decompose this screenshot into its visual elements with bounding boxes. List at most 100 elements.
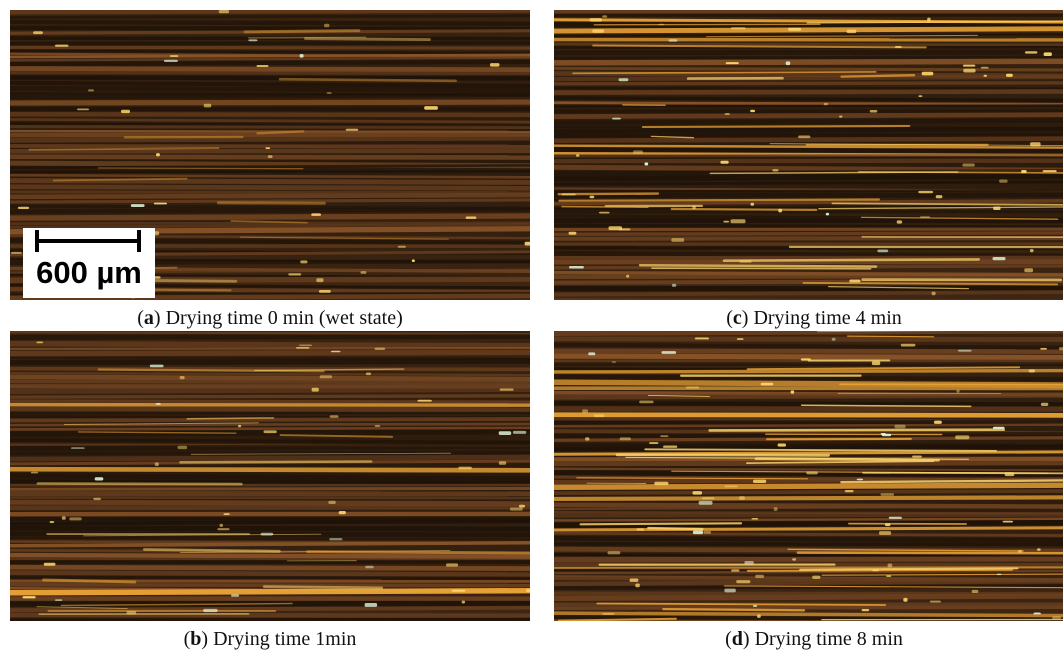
fiber-strand: [554, 406, 1063, 412]
speckle: [446, 563, 459, 567]
fiber-image-c: [554, 10, 1063, 300]
panel-d: (d) Drying time 8 min: [554, 331, 1063, 650]
fiber-highlight: [97, 167, 304, 170]
speckle: [22, 596, 36, 599]
speckle: [844, 490, 854, 493]
speckle: [526, 588, 530, 593]
speckle: [217, 528, 230, 531]
speckle: [686, 386, 700, 389]
speckle: [812, 575, 821, 579]
fiber-strand: [554, 579, 1063, 587]
fiber-strand: [10, 557, 530, 561]
speckle: [900, 343, 916, 347]
speckle: [1002, 520, 1013, 523]
speckle: [671, 283, 677, 287]
fiber-strand: [554, 336, 1063, 342]
speckle: [750, 109, 755, 113]
speckle: [877, 249, 889, 253]
speckle: [896, 220, 903, 224]
speckle: [884, 523, 891, 527]
speckle: [179, 376, 185, 380]
speckle: [731, 569, 740, 572]
fiber-strand: [554, 495, 1063, 501]
caption-c: (c) Drying time 4 min: [726, 307, 902, 329]
fiber-highlight: [243, 29, 361, 34]
fiber-highlight: [615, 453, 830, 457]
fiber-strand: [554, 104, 1063, 108]
fiber-highlight: [828, 286, 969, 290]
speckle: [238, 424, 242, 428]
fiber-strand: [554, 526, 1063, 532]
fiber-image-b: [10, 331, 530, 621]
speckle: [36, 341, 44, 344]
fiber-strand: [554, 556, 1063, 563]
fiber-strand: [554, 199, 1063, 206]
speckle: [846, 29, 857, 34]
fiber-strand: [554, 489, 1063, 496]
fiber-strand: [10, 92, 530, 100]
scale-bar-label: 600 µm: [36, 255, 142, 290]
photo-d: [554, 331, 1063, 621]
panel-c: (c) Drying time 4 min: [554, 10, 1063, 329]
fiber-strand: [10, 560, 530, 565]
fiber-highlight: [306, 550, 530, 555]
fiber-strand: [10, 349, 530, 357]
speckle: [955, 435, 970, 440]
speckle: [93, 497, 101, 501]
fiber-strand: [554, 112, 1063, 119]
fiber-strand: [10, 486, 530, 491]
fiber-strand: [10, 519, 530, 526]
speckle: [1040, 402, 1049, 406]
speckle: [919, 216, 931, 218]
speckle: [894, 46, 902, 48]
fiber-strand: [10, 207, 530, 214]
speckle: [730, 219, 746, 224]
speckle: [736, 338, 744, 340]
speckle: [739, 260, 752, 263]
fiber-strand: [10, 394, 530, 399]
speckle: [155, 402, 161, 405]
fiber-strand: [554, 619, 1063, 621]
speckle: [518, 504, 526, 508]
speckle: [49, 521, 55, 524]
fiber-strand: [10, 575, 530, 581]
speckle: [1042, 170, 1057, 173]
speckle: [760, 382, 774, 386]
fiber-highlight: [256, 130, 305, 135]
speckle: [668, 39, 678, 42]
photo-c: [554, 10, 1063, 300]
fiber-highlight: [650, 135, 695, 139]
speckle: [654, 481, 669, 486]
speckle: [374, 425, 381, 427]
fiber-highlight: [64, 422, 259, 425]
speckle: [887, 563, 893, 568]
fiber-strand: [10, 596, 530, 601]
fiber-strand: [10, 53, 530, 59]
fiber-highlight: [52, 177, 188, 182]
fiber-strand: [10, 36, 530, 41]
fiber-strand: [554, 242, 1063, 246]
fiber-strand: [10, 14, 530, 19]
speckle: [872, 569, 879, 572]
fiber-highlight: [839, 383, 1063, 386]
fiber-strand: [554, 89, 1063, 95]
speckle: [163, 59, 178, 62]
speckle: [569, 266, 584, 269]
fiber-strand: [10, 346, 530, 351]
fiber-highlight: [60, 602, 293, 607]
fiber-strand: [554, 505, 1063, 511]
fiber-highlight: [142, 548, 281, 553]
speckle: [881, 433, 892, 437]
speckle: [169, 55, 179, 57]
speckle: [364, 603, 378, 607]
fiber-highlight: [722, 258, 981, 262]
fiber-strand: [10, 29, 530, 35]
fiber-strand: [554, 331, 1063, 336]
fiber-strand: [10, 131, 530, 138]
fiber-strand: [554, 519, 1063, 528]
speckle: [329, 415, 339, 418]
speckle: [962, 163, 975, 167]
speckle: [338, 511, 346, 515]
speckle: [869, 110, 878, 113]
fiber-highlight: [644, 448, 998, 452]
